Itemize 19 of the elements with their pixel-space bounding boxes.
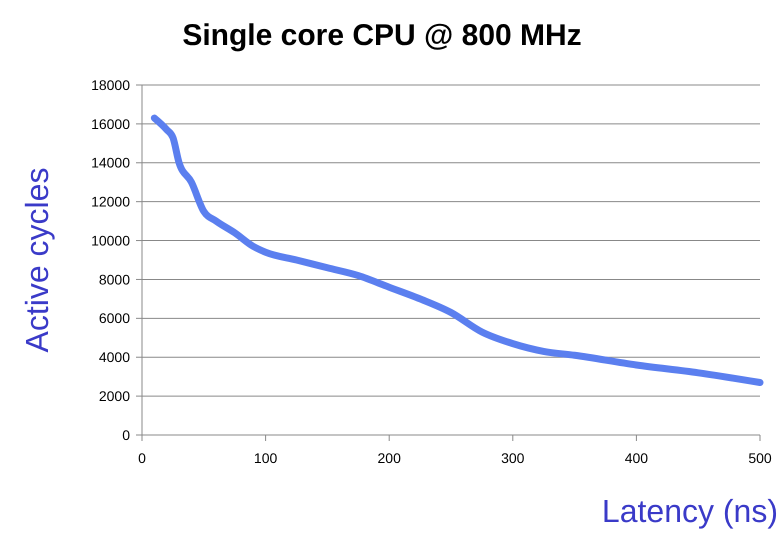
chart-title: Single core CPU @ 800 MHz [182, 19, 582, 52]
y-tick-label: 8000 [98, 271, 130, 288]
x-tick-label: 200 [378, 450, 402, 466]
y-tick-label: 18000 [91, 76, 130, 93]
y-tick-label: 0 [122, 426, 130, 443]
x-tick-label: 500 [748, 450, 772, 466]
y-tick-label: 12000 [91, 194, 130, 210]
y-tick-label: 16000 [91, 116, 130, 132]
y-tick-label: 6000 [98, 310, 130, 326]
y-axis-title: Active cycles [19, 168, 55, 352]
y-tick-label: 10000 [91, 232, 130, 248]
y-tick-label: 2000 [98, 388, 130, 404]
y-tick-label: 4000 [98, 349, 130, 366]
y-tick-label: 14000 [91, 154, 130, 171]
x-tick-label: 100 [254, 450, 278, 466]
x-axis-title: Latency (ns) [602, 493, 778, 529]
x-tick-label: 300 [501, 450, 525, 466]
x-tick-label: 0 [138, 450, 146, 466]
x-tick-label: 400 [624, 450, 648, 466]
